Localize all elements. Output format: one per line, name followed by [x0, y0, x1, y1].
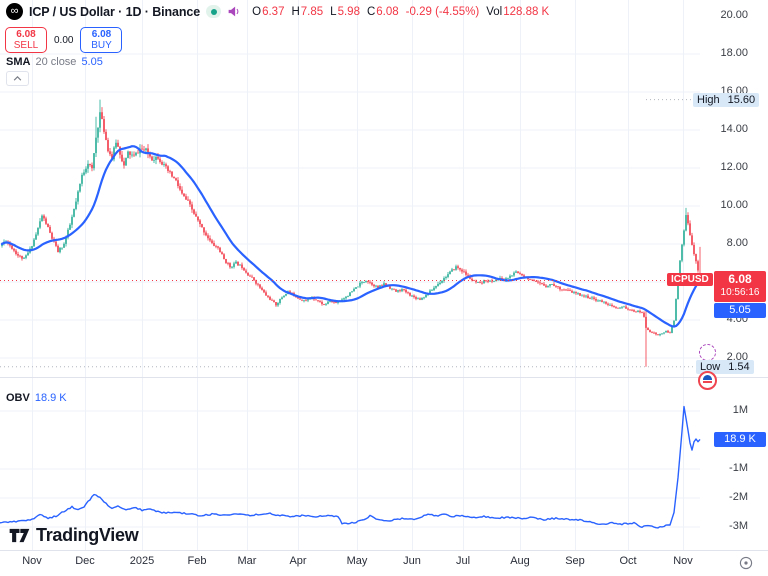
symbol-price-tag: ICPUSD	[667, 273, 713, 286]
volume-value: 128.88 K	[503, 5, 550, 18]
time-axis-label[interactable]: Nov	[673, 555, 693, 567]
time-axis-label[interactable]: Dec	[75, 555, 95, 567]
price-axis-label: 10.00	[720, 199, 748, 211]
collapse-legend-button[interactable]	[6, 71, 29, 86]
obv-value-box: 18.9 K	[714, 432, 766, 447]
green-dot-icon	[210, 8, 217, 15]
bar-countdown: 10:56:16	[720, 287, 760, 298]
volume-label: Vol	[486, 5, 503, 18]
close-label: C	[366, 5, 376, 18]
time-axis-label[interactable]: Oct	[619, 555, 637, 567]
obv-axis-label: -1M	[729, 462, 748, 474]
flag-blue-field	[703, 375, 712, 380]
buy-button-label: BUY	[91, 40, 112, 51]
us-flag-badge-icon[interactable]	[698, 371, 717, 390]
candlestick-series	[1, 99, 701, 367]
sma-price-box: 5.05	[714, 303, 766, 318]
spread-value: 0.00	[54, 34, 74, 46]
symbol-title[interactable]: ICP / US Dollar · 1D · Binance	[29, 4, 201, 19]
price-axis-label: 20.00	[720, 9, 748, 21]
time-axis-label[interactable]: 2025	[129, 555, 155, 567]
open-value: 6.37	[262, 5, 285, 18]
tradingview-logo[interactable]: TradingView	[8, 525, 139, 546]
sma-value: 5.05	[81, 56, 103, 68]
obv-value: 18.9 K	[34, 392, 67, 404]
ohlc-readout: O 6.37 H 7.85 L 5.98 C 6.08 -0.29 (-4.55%) V…	[252, 6, 549, 18]
range-low-label: Low	[700, 361, 721, 373]
gridlines	[0, 0, 700, 550]
time-axis-label[interactable]: Aug	[510, 555, 530, 567]
tradingview-wordmark: TradingView	[36, 525, 139, 545]
dashed-circle-icon[interactable]	[699, 344, 716, 361]
chevron-up-icon	[13, 76, 22, 81]
market-status-icon[interactable]	[206, 5, 222, 18]
sell-button-label: SELL	[13, 40, 39, 51]
range-high-badge: High 15.60	[693, 93, 760, 107]
high-value: 7.85	[300, 5, 324, 18]
obv-name: OBV	[6, 392, 30, 404]
icp-logo-icon: ∞	[6, 3, 23, 20]
open-label: O	[252, 5, 262, 18]
sell-price: 6.08	[16, 29, 36, 40]
last-price-value: 6.08	[728, 272, 752, 286]
circled-dot-icon[interactable]	[739, 556, 753, 570]
tradingview-mark-icon	[9, 528, 30, 543]
time-axis-label[interactable]: Apr	[289, 555, 307, 567]
high-label: H	[291, 5, 300, 18]
price-axis-label: 12.00	[720, 161, 748, 173]
time-axis-label[interactable]: Jun	[403, 555, 421, 567]
time-axis-label[interactable]: May	[346, 555, 368, 567]
symbol-header: ∞ ICP / US Dollar · 1D · Binance O 6.37 H…	[6, 3, 549, 20]
close-value: 6.08	[376, 5, 399, 18]
range-high-value: 15.60	[727, 94, 756, 106]
low-label: L	[330, 5, 337, 18]
sell-button[interactable]: 6.08 SELL	[5, 27, 47, 53]
range-low-value: 1.54	[728, 361, 750, 373]
buy-button[interactable]: 6.08 BUY	[80, 27, 123, 53]
obv-axis-label: 1M	[732, 404, 748, 416]
low-value: 5.98	[337, 5, 360, 18]
sma-settings: 20 close	[35, 56, 77, 68]
sma-name: SMA	[6, 56, 31, 68]
sma-line[interactable]	[0, 145, 702, 328]
price-axis-label: 8.00	[726, 237, 748, 249]
last-price-box: 6.08 10:56:16	[714, 271, 766, 302]
trade-panel: 6.08 SELL 0.00 6.08 BUY	[5, 27, 123, 53]
time-axis-label[interactable]: Feb	[187, 555, 207, 567]
obv-legend-row[interactable]: OBV 18.9 K	[6, 392, 67, 404]
obv-line[interactable]	[0, 405, 701, 529]
flag-stripe	[703, 381, 712, 383]
obv-axis-label: -2M	[729, 491, 748, 503]
price-axis-label: 18.00	[720, 47, 748, 59]
time-axis-label[interactable]: Mar	[237, 555, 257, 567]
time-axis-label[interactable]: Sep	[565, 555, 585, 567]
buy-price: 6.08	[91, 29, 112, 40]
time-axis-label[interactable]: Nov	[22, 555, 42, 567]
range-low-badge: Low 1.54	[696, 360, 754, 374]
obv-axis-label: -3M	[729, 520, 748, 532]
time-axis-label[interactable]: Jul	[455, 555, 471, 567]
time-axis[interactable]: Nov Dec 2025 Feb Mar Apr May Jun Jul Aug Sep Oct Nov	[0, 553, 768, 573]
megaphone-icon[interactable]	[227, 5, 240, 18]
change-value: -0.29 (-4.55%)	[405, 5, 480, 18]
price-axis-label: 14.00	[720, 123, 748, 135]
range-high-label: High	[697, 94, 720, 106]
sma-legend-row[interactable]: SMA 20 close 5.05	[6, 56, 103, 68]
